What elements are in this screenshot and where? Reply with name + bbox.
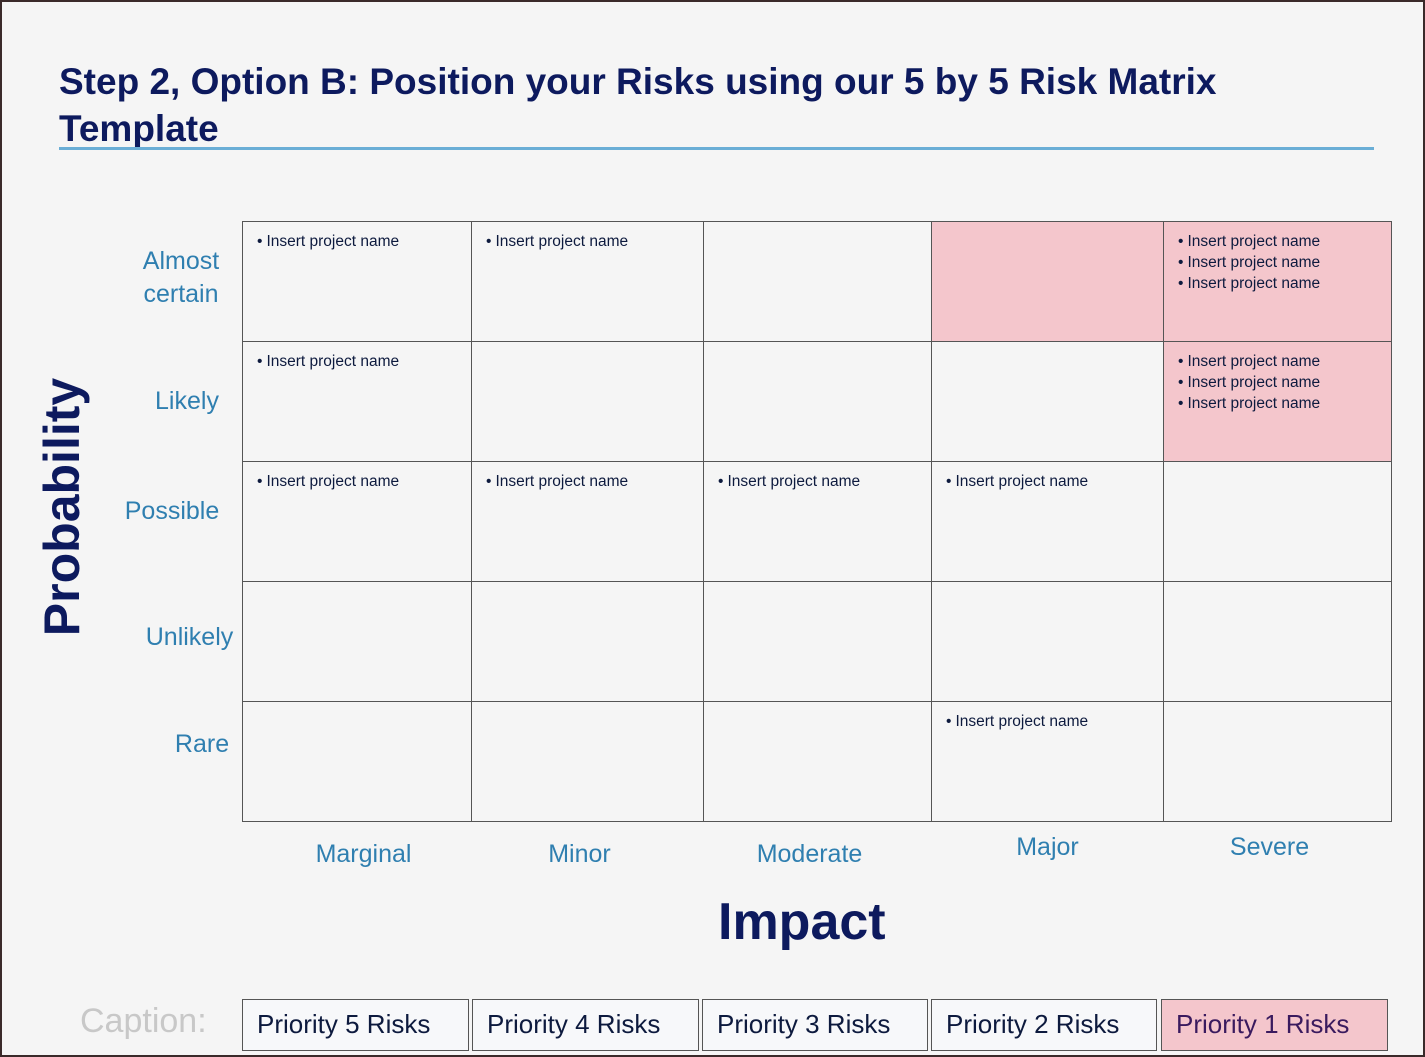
project-item: Insert project name (946, 711, 1163, 732)
matrix-cell (242, 701, 472, 822)
legend-priority-3: Priority 3 Risks (702, 999, 928, 1051)
matrix-cell (703, 701, 932, 822)
project-item: Insert project name (1178, 372, 1391, 393)
matrix-cell (471, 341, 704, 462)
matrix-cell (703, 581, 932, 702)
cell-content: Insert project name (243, 342, 471, 461)
cell-content: Insert project name (472, 222, 703, 341)
cell-content (243, 702, 471, 821)
legend-priority-4: Priority 4 Risks (472, 999, 699, 1051)
legend-priority-5: Priority 5 Risks (242, 999, 469, 1051)
legend-priority-2: Priority 2 Risks (931, 999, 1157, 1051)
matrix-cell: Insert project name (242, 221, 472, 342)
risk-matrix-grid: Insert project nameInsert project nameIn… (242, 221, 1392, 822)
cell-content (243, 582, 471, 701)
matrix-row: Insert project name (242, 701, 1392, 822)
project-item: Insert project name (1178, 252, 1391, 273)
matrix-row (242, 581, 1392, 702)
cell-content (932, 582, 1163, 701)
matrix-cell (471, 581, 704, 702)
cell-content (704, 342, 931, 461)
matrix-cell: Insert project name (242, 341, 472, 462)
cell-content: Insert project name (243, 222, 471, 341)
cell-content (704, 582, 931, 701)
matrix-cell: Insert project nameInsert project nameIn… (1163, 341, 1392, 462)
row-label: Possible (124, 497, 220, 525)
matrix-cell: Insert project name (931, 461, 1164, 582)
x-axis-label: Impact (718, 893, 886, 951)
project-item: Insert project name (1178, 393, 1391, 414)
cell-content (472, 582, 703, 701)
cell-content (704, 222, 931, 341)
cell-content (932, 222, 1163, 341)
project-item: Insert project name (1178, 231, 1391, 252)
cell-content: Insert project name (932, 702, 1163, 821)
matrix-cell (931, 581, 1164, 702)
project-item: Insert project name (486, 231, 703, 252)
column-label: Moderate (756, 840, 863, 868)
matrix-cell (703, 341, 932, 462)
cell-content (472, 342, 703, 461)
project-item: Insert project name (486, 471, 703, 492)
matrix-cell (242, 581, 472, 702)
cell-content (932, 342, 1163, 461)
cell-content (1164, 582, 1391, 701)
matrix-cell (1163, 581, 1392, 702)
matrix-cell: Insert project name (931, 701, 1164, 822)
legend-priority-1: Priority 1 Risks (1161, 999, 1388, 1051)
column-label: Major (1016, 833, 1079, 861)
cell-content (472, 702, 703, 821)
row-label: Almost certain (142, 247, 220, 308)
matrix-cell (931, 221, 1164, 342)
project-item: Insert project name (718, 471, 931, 492)
cell-content (1164, 702, 1391, 821)
column-label: Minor (548, 840, 611, 868)
matrix-row: Insert project nameInsert project nameIn… (242, 341, 1392, 462)
matrix-cell (1163, 461, 1392, 582)
column-label: Severe (1229, 833, 1310, 861)
column-label: Marginal (315, 840, 412, 868)
cell-content: Insert project name (932, 462, 1163, 581)
matrix-cell: Insert project name (471, 461, 704, 582)
project-item: Insert project name (946, 471, 1163, 492)
matrix-cell (931, 341, 1164, 462)
cell-content (1164, 462, 1391, 581)
matrix-cell (471, 701, 704, 822)
matrix-cell: Insert project name (242, 461, 472, 582)
project-item: Insert project name (1178, 351, 1391, 372)
matrix-cell: Insert project name (471, 221, 704, 342)
y-axis-label: Probability (34, 377, 90, 637)
matrix-cell (1163, 701, 1392, 822)
cell-content: Insert project name (243, 462, 471, 581)
row-label: Rare (174, 730, 230, 758)
cell-content: Insert project nameInsert project nameIn… (1164, 222, 1391, 341)
cell-content: Insert project nameInsert project nameIn… (1164, 342, 1391, 461)
cell-content (704, 702, 931, 821)
matrix-cell (703, 221, 932, 342)
row-label: Likely (155, 387, 219, 415)
project-item: Insert project name (1178, 273, 1391, 294)
project-item: Insert project name (257, 231, 471, 252)
slide-title: Step 2, Option B: Position your Risks us… (59, 61, 1217, 149)
caption-label: Caption: (80, 1002, 207, 1040)
row-label: Unlikely (145, 623, 234, 651)
project-item: Insert project name (257, 471, 471, 492)
matrix-cell: Insert project nameInsert project nameIn… (1163, 221, 1392, 342)
project-item: Insert project name (257, 351, 471, 372)
matrix-row: Insert project name Insert project name In… (242, 461, 1392, 582)
title-underline (59, 147, 1374, 150)
matrix-cell: Insert project name (703, 461, 932, 582)
cell-content: Insert project name (704, 462, 931, 581)
matrix-row: Insert project nameInsert project nameIn… (242, 221, 1392, 342)
cell-content: Insert project name (472, 462, 703, 581)
